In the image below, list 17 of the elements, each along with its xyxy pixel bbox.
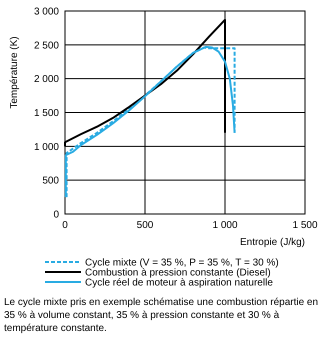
x-tick-label: 0 xyxy=(62,220,68,231)
legend-label: Combustion à pression constante (Diesel) xyxy=(85,268,271,278)
y-tick-label: 0 xyxy=(53,210,60,220)
x-axis-title: Entropie (J/kg) xyxy=(240,237,305,248)
x-tick-label: 1 000 xyxy=(212,220,238,231)
legend-label: Cycle réel de moteur à aspiration naturelle xyxy=(85,278,274,288)
y-tick-label: 500 xyxy=(42,176,60,187)
y-axis-title: Température (K) xyxy=(9,36,20,109)
x-tick-label: 500 xyxy=(136,220,154,231)
y-tick-label: 2 000 xyxy=(34,74,60,86)
legend-label: Cycle mixte (V = 35 %, P = 35 %, T = 30 %) xyxy=(85,258,279,268)
y-tick-label: 2 500 xyxy=(34,40,60,52)
text: Le cycle mixte pris en exemple schématise une combustion répartie en 35 % à volume constant, 35 % à pression constante et 30 % à température constante. xyxy=(4,297,318,334)
y-tick-label: 1 500 xyxy=(34,108,60,119)
y-tick-label: 3 000 xyxy=(34,6,60,18)
x-tick-label: 1 500 xyxy=(292,220,318,231)
y-tick-label: 1 000 xyxy=(34,142,60,153)
